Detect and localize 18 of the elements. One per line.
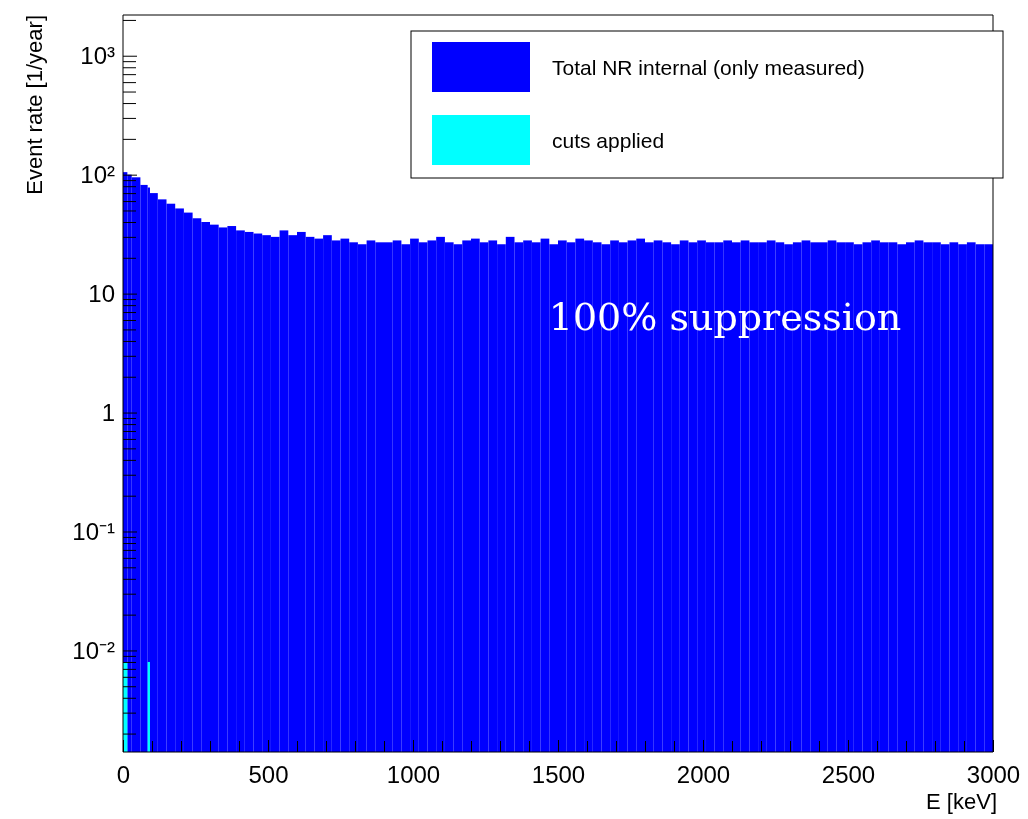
y-tick-label: 1 [101, 398, 115, 426]
x-axis-title: E [keV] [926, 789, 997, 814]
y-axis-title: Event rate [1/year] [22, 15, 47, 195]
x-tick-label: 0 [116, 761, 131, 789]
y-tick-label: 10² [80, 160, 116, 188]
y-tick-label: 10⁻¹ [72, 517, 116, 545]
x-tick-label: 2500 [821, 761, 876, 789]
y-tick-label: 10⁻² [72, 636, 116, 664]
x-tick-label: 1000 [386, 761, 441, 789]
y-tick-label: 10 [88, 279, 115, 307]
x-tick-label: 3000 [966, 761, 1021, 789]
annotation: 100% suppression [548, 295, 902, 339]
legend-label: cuts applied [552, 129, 665, 152]
y-tick-label: 10³ [80, 41, 116, 69]
x-tick-label: 2000 [676, 761, 731, 789]
x-tick-label: 1500 [531, 761, 586, 789]
legend-label: Total NR internal (only measured) [552, 56, 865, 79]
x-tick-label: 500 [248, 761, 289, 789]
